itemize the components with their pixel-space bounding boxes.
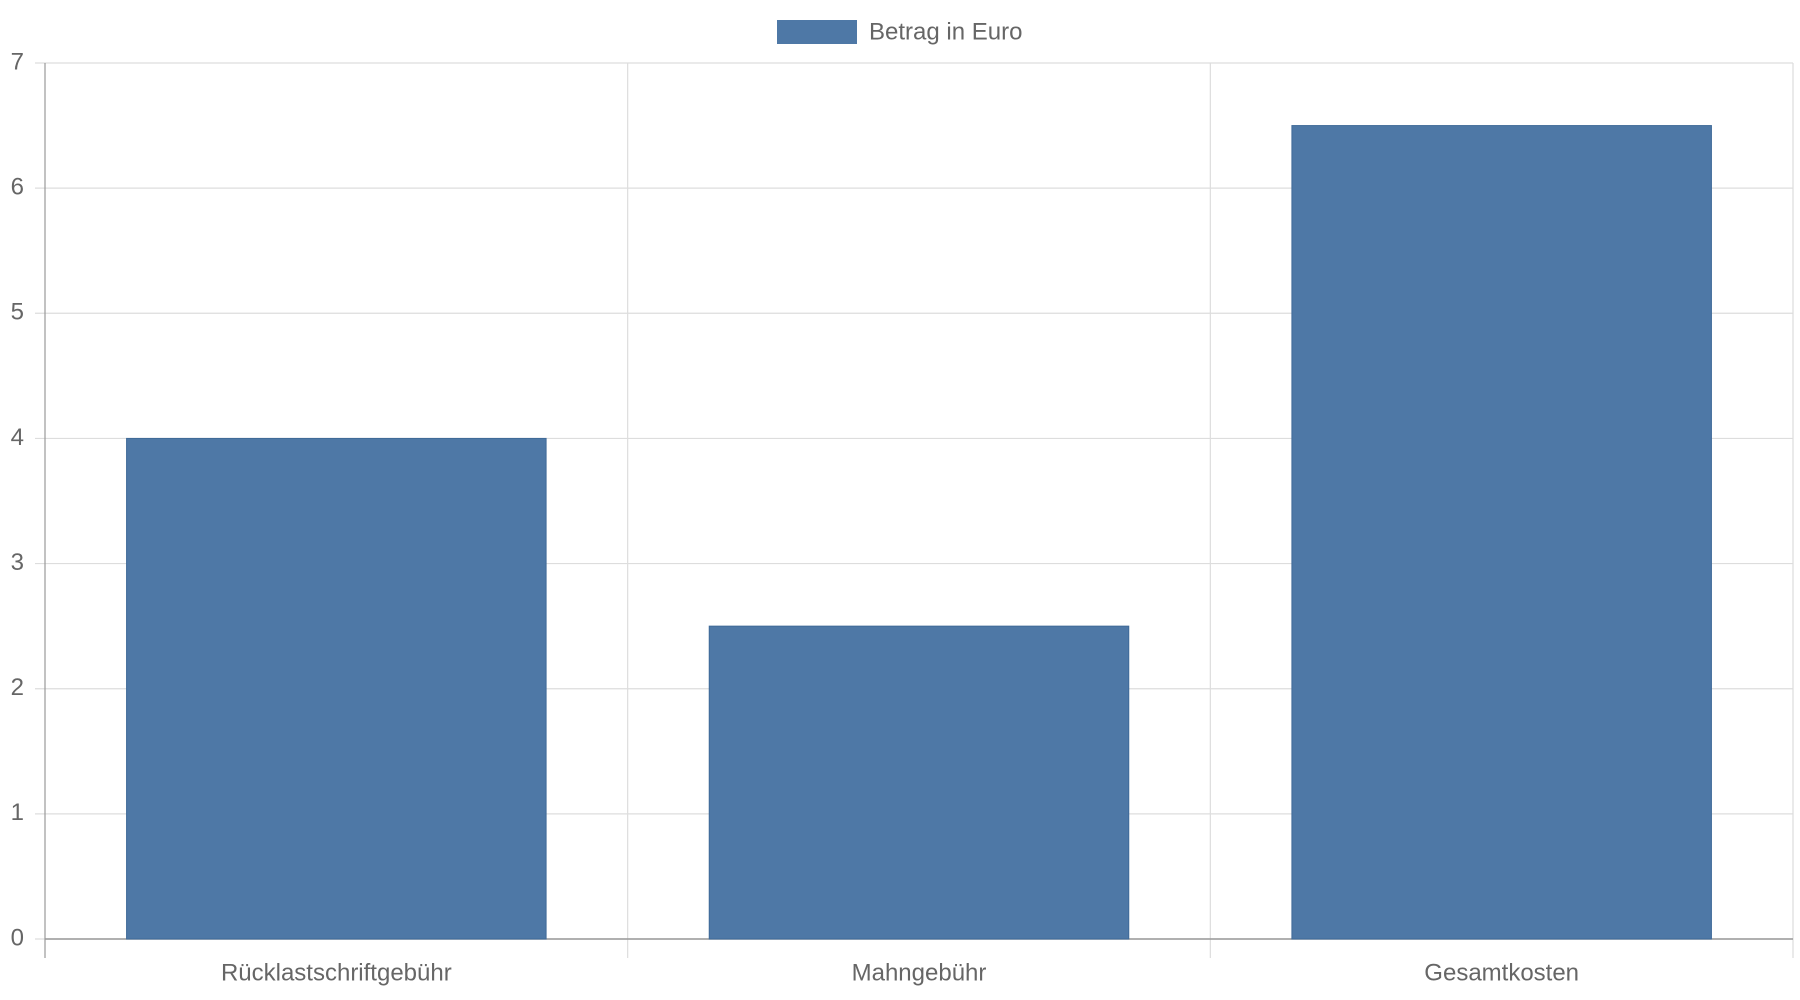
y-tick-label: 4 bbox=[11, 424, 24, 451]
y-tick-label: 1 bbox=[11, 799, 24, 826]
legend-label: Betrag in Euro bbox=[869, 18, 1022, 45]
bar bbox=[1291, 125, 1712, 940]
y-tick-label: 5 bbox=[11, 299, 24, 326]
y-tick-label: 7 bbox=[11, 48, 24, 75]
y-tick-label: 6 bbox=[11, 173, 24, 200]
x-tick-label: Gesamtkosten bbox=[1424, 959, 1579, 986]
x-tick-label: Mahngebühr bbox=[852, 959, 987, 986]
bar bbox=[126, 437, 547, 940]
bar bbox=[708, 625, 1130, 940]
y-tick-label: 2 bbox=[11, 674, 24, 701]
legend-swatch bbox=[777, 20, 857, 44]
y-tick-label: 0 bbox=[11, 924, 24, 951]
x-tick-label: Rücklastschriftgebühr bbox=[221, 959, 452, 986]
y-tick-label: 3 bbox=[11, 549, 24, 576]
